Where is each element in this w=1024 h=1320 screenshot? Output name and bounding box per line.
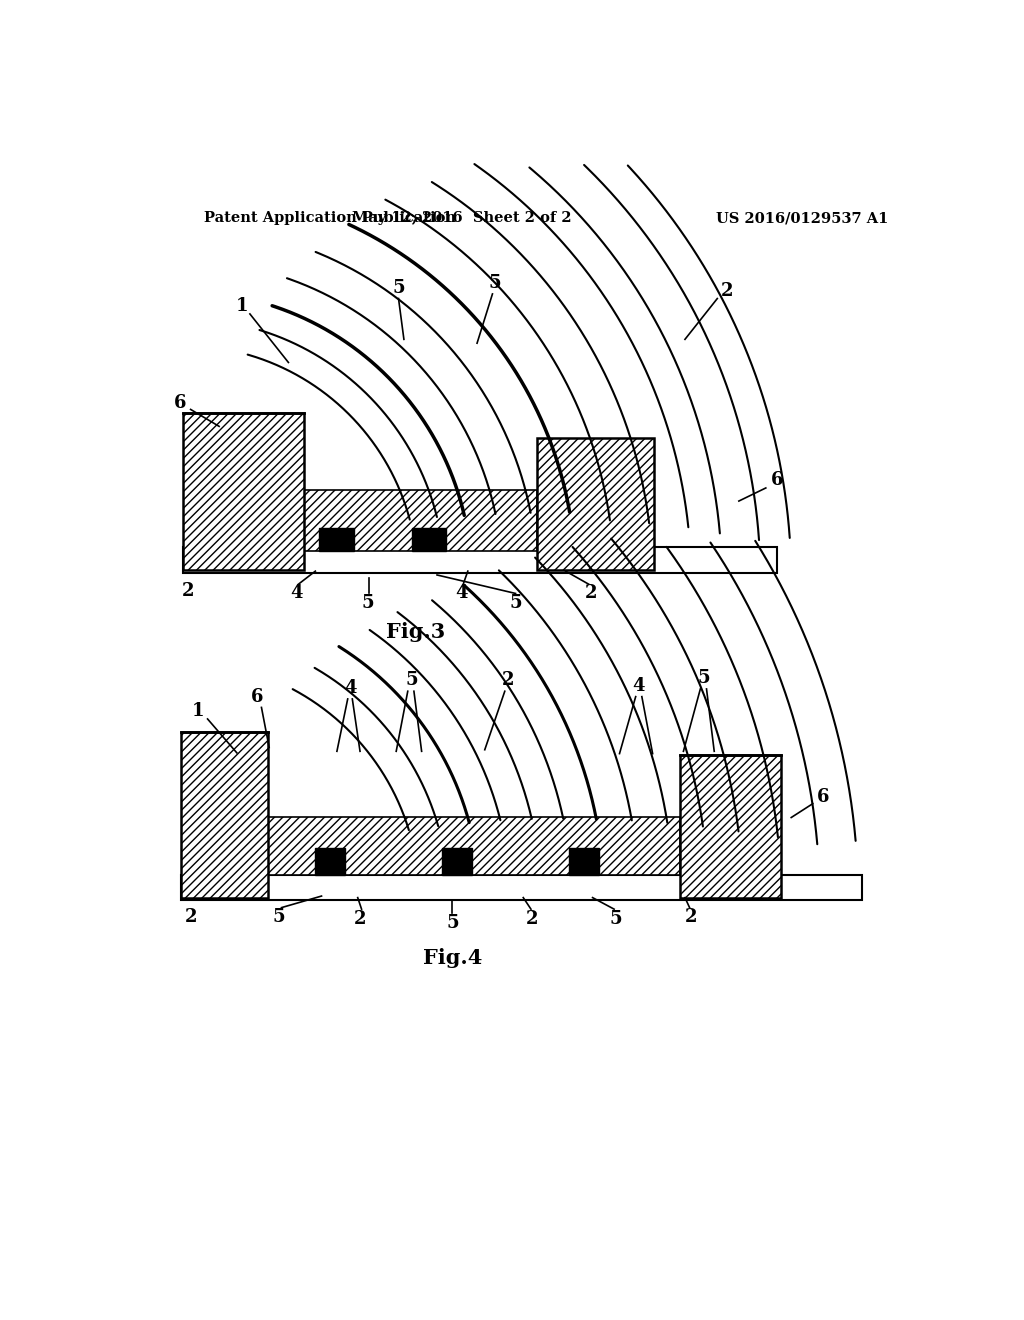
Text: 5: 5: [361, 594, 374, 612]
Polygon shape: [538, 438, 654, 570]
Text: 5: 5: [509, 594, 522, 612]
Text: 5: 5: [609, 911, 622, 928]
Text: 5: 5: [446, 913, 459, 932]
Polygon shape: [183, 548, 777, 573]
Polygon shape: [180, 875, 862, 900]
Text: 4: 4: [344, 680, 356, 697]
Text: 5: 5: [406, 672, 418, 689]
Text: 2: 2: [182, 582, 195, 601]
Text: Patent Application Publication: Patent Application Publication: [204, 211, 456, 226]
Text: 2: 2: [526, 911, 539, 928]
Polygon shape: [183, 412, 304, 570]
Polygon shape: [180, 733, 267, 898]
Text: 1: 1: [193, 702, 205, 721]
Text: Fig.3: Fig.3: [386, 622, 445, 642]
Polygon shape: [267, 817, 680, 875]
Text: 2: 2: [353, 911, 367, 928]
Text: 5: 5: [272, 908, 285, 925]
Text: Fig.4: Fig.4: [423, 948, 482, 968]
Text: 2: 2: [184, 908, 197, 925]
Text: 6: 6: [251, 689, 264, 706]
Text: 5: 5: [698, 669, 711, 688]
Polygon shape: [319, 528, 354, 552]
Text: 2: 2: [685, 908, 697, 925]
Polygon shape: [569, 847, 599, 875]
Polygon shape: [304, 490, 538, 552]
Text: 4: 4: [633, 677, 645, 694]
Text: 5: 5: [488, 275, 501, 292]
Polygon shape: [315, 847, 345, 875]
Text: 4: 4: [456, 585, 468, 602]
Text: 2: 2: [502, 672, 514, 689]
Text: 2: 2: [585, 585, 597, 602]
Polygon shape: [442, 847, 472, 875]
Text: 6: 6: [174, 395, 186, 412]
Text: 6: 6: [771, 471, 783, 490]
Text: US 2016/0129537 A1: US 2016/0129537 A1: [716, 211, 888, 226]
Text: 5: 5: [392, 279, 404, 297]
Text: 1: 1: [236, 297, 249, 315]
Polygon shape: [412, 528, 446, 552]
Polygon shape: [680, 755, 781, 898]
Text: 2: 2: [721, 282, 733, 300]
Text: May 12, 2016  Sheet 2 of 2: May 12, 2016 Sheet 2 of 2: [352, 211, 571, 226]
Text: 4: 4: [290, 585, 302, 602]
Text: 6: 6: [817, 788, 829, 807]
